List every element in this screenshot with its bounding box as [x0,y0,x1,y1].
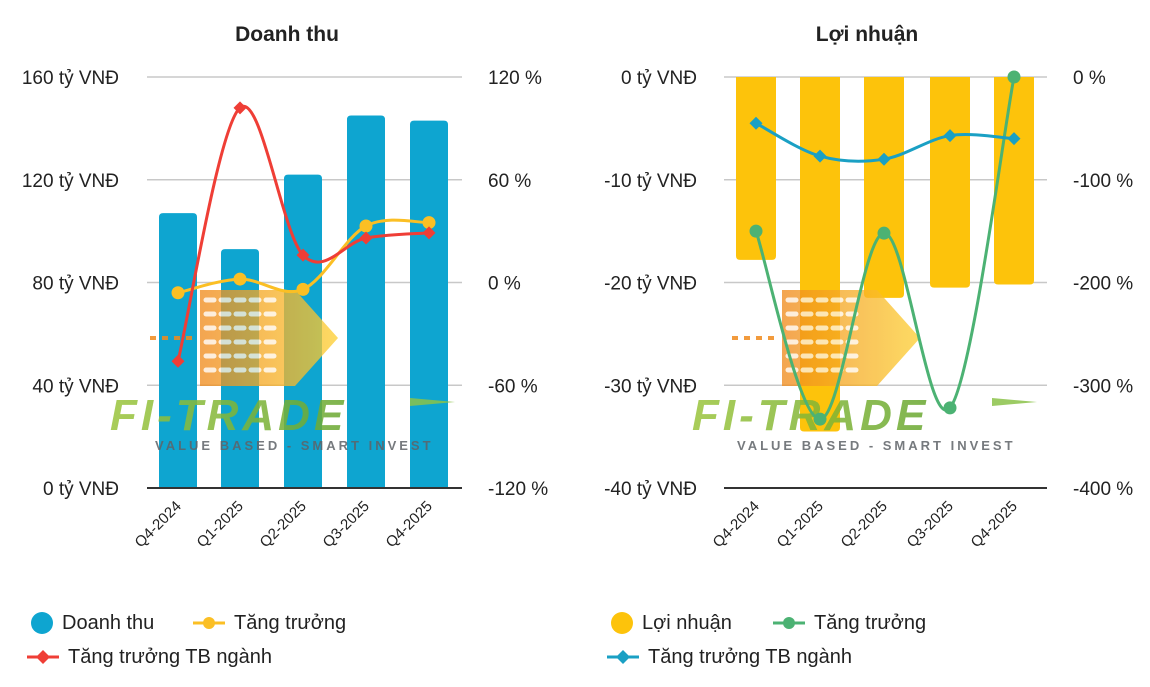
point-tang-truong-q1-2025[interactable] [813,412,827,426]
line-tang-truong [754,76,1016,421]
point-tang-truong-tb-nganh-q3-2025[interactable] [359,231,373,245]
point-tang-truong-tb-nganh-q2-2025[interactable] [296,248,310,262]
left-axis-tick-label: 80 tỷ VNĐ [32,274,119,295]
right-axis-tick-label: 120 % [488,68,542,89]
watermark-arrow-tip [992,398,1037,406]
point-tang-truong-q3-2025[interactable] [359,219,373,233]
right-axis-tick-label: 0 % [1073,68,1106,89]
bar-loi-nhuan-q3-2025[interactable] [930,77,970,288]
bar-doanh-thu-q4-2025[interactable] [410,120,448,488]
revenue-legend: Doanh thu Tăng trưởng Tăng trưởng TB ngà… [26,611,346,669]
bar-loi-nhuan-q4-2025[interactable] [994,77,1034,285]
left-axis-tick-label: 0 tỷ VNĐ [43,479,119,500]
legend-line-circle-icon [193,617,225,629]
point-tang-truong-q1-2025[interactable] [233,272,247,286]
bar-loi-nhuan-q4-2024[interactable] [736,77,776,260]
point-tang-truong-tb-nganh-q1-2025[interactable] [233,101,247,115]
chart-title: Lợi nhuận [816,23,918,46]
watermark-arrow-tip [410,398,455,406]
left-axis-tick-label: -10 tỷ VNĐ [604,171,697,192]
bar-doanh-thu-q4-2024[interactable] [159,213,197,489]
point-tang-truong-tb-nganh-q1-2025[interactable] [813,149,827,163]
x-axis-category-label: Q4-2025 [968,498,1021,551]
x-axis-category-label: Q1-2025 [774,498,827,551]
right-axis-tick-label: 60 % [488,171,531,192]
legend-item-doanh-thu[interactable]: Doanh thu [30,611,154,635]
watermark-logo-text: FI-TRADE [692,391,929,440]
left-axis-tick-label: -20 tỷ VNĐ [604,274,697,295]
watermark-logo-text: FI-TRADE [110,391,347,440]
legend-item-tang-truong[interactable]: Tăng trưởng [192,611,346,635]
right-axis-tick-label: -120 % [488,479,548,500]
left-axis-tick-label: 0 tỷ VNĐ [621,68,697,89]
watermark-tagline: VALUE BASED - SMART INVEST [737,438,1016,453]
point-tang-truong-tb-nganh-q4-2024[interactable] [749,116,763,130]
right-axis-tick-label: -60 % [488,376,538,397]
watermark-tagline: VALUE BASED - SMART INVEST [155,438,434,453]
right-axis-tick-label: -300 % [1073,376,1133,397]
point-tang-truong-tb-nganh-q2-2025[interactable] [877,152,891,166]
point-tang-truong-tb-nganh-q3-2025[interactable] [943,129,957,143]
point-tang-truong-q3-2025[interactable] [943,401,957,415]
left-axis-tick-label: 160 tỷ VNĐ [22,68,119,89]
point-tang-truong-tb-nganh-q4-2025[interactable] [422,226,436,240]
chart-title: Doanh thu [235,23,339,46]
right-axis-tick-label: -200 % [1073,274,1133,295]
right-axis-tick-label: -100 % [1073,171,1133,192]
bar-doanh-thu-q3-2025[interactable] [347,115,385,488]
point-tang-truong-tb-nganh-q4-2024[interactable] [171,354,185,368]
point-tang-truong-q2-2025[interactable] [877,226,891,240]
legend-label: Tăng trưởng [234,611,347,634]
point-tang-truong-q4-2024[interactable] [749,224,763,238]
legend-item-tang-truong-tb-nganh[interactable]: Tăng trưởng TB ngành [26,645,272,669]
right-axis-tick-label: 0 % [488,274,521,295]
bar-loi-nhuan-q2-2025[interactable] [864,77,904,298]
left-axis-tick-label: -40 tỷ VNĐ [604,479,697,500]
right-axis-tick-label: -400 % [1073,479,1133,500]
left-axis-tick-label: 40 tỷ VNĐ [32,376,119,397]
x-axis-category-label: Q2-2025 [838,498,891,551]
left-axis-tick-label: 120 tỷ VNĐ [22,171,119,192]
legend-label: Doanh thu [62,611,155,634]
legend-line-diamond-icon [27,650,59,664]
profit-chart: Lợi nhuận -40 tỷ VNĐ -30 tỷ VNĐ -20 tỷ VNĐ -… [604,23,1133,551]
left-axis-tick-label: -30 tỷ VNĐ [604,376,697,397]
legend-circle-icon [31,612,53,634]
point-tang-truong-q2-2025[interactable] [296,282,310,296]
point-tang-truong-q4-2025[interactable] [422,216,436,230]
point-tang-truong-tb-nganh-q4-2025[interactable] [1007,132,1021,146]
point-tang-truong-q4-2025[interactable] [1007,70,1021,84]
x-axis-category-label: Q4-2024 [710,498,763,551]
x-axis-category-label: Q3-2025 [904,498,957,551]
legend-label: Tăng trưởng TB ngành [68,645,273,668]
point-tang-truong-q4-2024[interactable] [171,286,185,300]
